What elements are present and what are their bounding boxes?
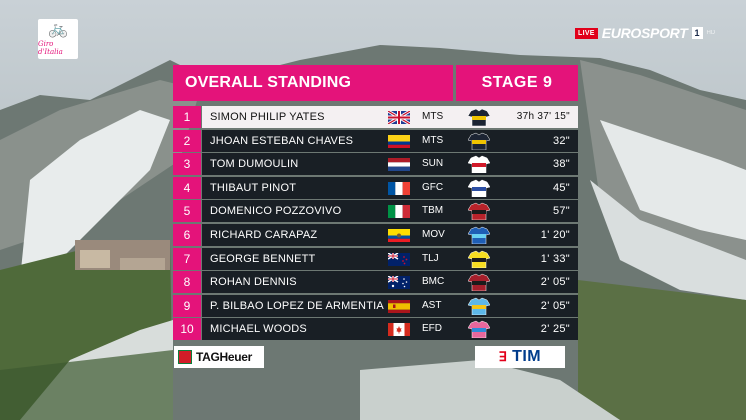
tbm-jersey-icon <box>467 202 491 221</box>
standing-row: 10 MICHAEL WOODS EFD 2' 25" <box>173 318 578 341</box>
tim-mark-icon: ꓱ <box>498 349 508 364</box>
time-gap: 45" <box>552 181 570 194</box>
team-code: TLJ <box>422 252 439 264</box>
ec-flag <box>388 228 410 242</box>
team-code: MTS <box>422 134 444 146</box>
nl-flag <box>388 158 410 172</box>
leader-jersey-icon <box>467 108 491 127</box>
rank-number: 3 <box>173 153 201 176</box>
team-code: MOV <box>422 228 445 240</box>
team-code: BMC <box>422 276 445 288</box>
row-body: JHOAN ESTEBAN CHAVES MTS 32" <box>202 129 578 152</box>
es-flag <box>388 299 410 313</box>
time-gap: 2' 25" <box>540 323 570 336</box>
fr-flag <box>388 181 410 195</box>
tagheuer-sponsor: TAGHeuer <box>174 346 264 368</box>
tim-sponsor: ꓱ TIM <box>475 346 565 368</box>
standing-row: 3 TOM DUMOULIN SUN 38" <box>173 153 578 176</box>
row-body: RICHARD CARAPAZ MOV 1' 20" <box>202 223 578 246</box>
row-body: TOM DUMOULIN SUN 38" <box>202 153 578 176</box>
time-gap: 32" <box>552 134 570 147</box>
mts-jersey-icon <box>467 132 491 150</box>
tagheuer-mark-icon <box>178 350 192 364</box>
it-flag <box>388 205 410 219</box>
standing-row: 8 ROHAN DENNIS BMC 2' 05" <box>173 271 578 294</box>
tlj-jersey-icon <box>467 250 491 268</box>
ast-jersey-icon <box>467 297 491 315</box>
standing-row: 1 SIMON PHILIP YATES MTS 37h 37' 15" <box>173 106 578 128</box>
mov-jersey-icon <box>467 226 491 245</box>
rank-number: 2 <box>173 129 201 152</box>
channel-number: 1 <box>691 27 703 39</box>
panel-title: OVERALL STANDING <box>173 65 453 101</box>
rider-name: DOMENICO POZZOVIVO <box>210 205 342 218</box>
time-gap: 2' 05" <box>540 276 570 289</box>
broadcaster-logo: LIVE EUROSPORT 1 HD <box>575 25 716 41</box>
efd-jersey-icon <box>467 320 491 339</box>
tagheuer-text: TAGHeuer <box>196 350 253 364</box>
co-flag <box>388 134 410 148</box>
giro-logo: 🚲 Giro d'Italia <box>38 19 78 59</box>
team-code: AST <box>422 299 442 311</box>
rider-name: P. BILBAO LOPEZ DE ARMENTIA <box>210 299 384 312</box>
row-body: ROHAN DENNIS BMC 2' 05" <box>202 271 578 294</box>
bicycle-icon: 🚲 <box>48 21 68 38</box>
overall-standing-panel: OVERALL STANDING STAGE 9 1 SIMON PHILIP Y… <box>173 65 578 345</box>
standing-row: 2 JHOAN ESTEBAN CHAVES MTS 32" <box>173 129 578 152</box>
rank-number: 1 <box>173 106 201 128</box>
rider-name: RICHARD CARAPAZ <box>210 228 318 241</box>
team-code: EFD <box>422 323 442 335</box>
nz-flag <box>388 252 410 266</box>
team-code: SUN <box>422 158 444 170</box>
standings-list: 1 SIMON PHILIP YATES MTS 37h 37' 15" 2 JHOAN … <box>173 106 578 342</box>
rider-name: GEORGE BENNETT <box>210 252 316 265</box>
rider-name: TOM DUMOULIN <box>210 158 299 171</box>
rank-number: 7 <box>173 247 201 270</box>
standing-row: 6 RICHARD CARAPAZ MOV 1' 20" <box>173 223 578 246</box>
time-gap: 1' 20" <box>540 228 570 241</box>
rider-name: MICHAEL WOODS <box>210 323 307 336</box>
time-gap: 2' 05" <box>540 299 570 312</box>
rank-number: 8 <box>173 271 201 294</box>
standing-row: 4 THIBAUT PINOT GFC 45" <box>173 176 578 199</box>
ca-flag <box>388 323 410 337</box>
rider-name: SIMON PHILIP YATES <box>210 111 325 123</box>
stage-label: STAGE 9 <box>456 65 578 101</box>
rank-number: 6 <box>173 223 201 246</box>
hd-label: HD <box>706 30 716 36</box>
row-body: THIBAUT PINOT GFC 45" <box>202 176 578 199</box>
rank-number: 10 <box>173 318 201 341</box>
time-gap: 57" <box>552 205 570 218</box>
row-body: DOMENICO POZZOVIVO TBM 57" <box>202 200 578 223</box>
time-gap: 38" <box>552 158 570 171</box>
sun-jersey-icon <box>467 155 491 174</box>
standing-row: 5 DOMENICO POZZOVIVO TBM 57" <box>173 200 578 223</box>
rank-number: 4 <box>173 176 201 199</box>
rank-number: 9 <box>173 294 201 317</box>
rider-name: JHOAN ESTEBAN CHAVES <box>210 134 354 147</box>
time-gap: 37h 37' 15" <box>516 111 570 122</box>
gb-flag <box>388 111 410 124</box>
giro-logo-text: Giro d'Italia <box>38 40 63 56</box>
row-body: MICHAEL WOODS EFD 2' 25" <box>202 318 578 341</box>
au-flag <box>388 276 410 290</box>
team-code: TBM <box>422 205 444 217</box>
rider-name: THIBAUT PINOT <box>210 181 297 194</box>
bmc-jersey-icon <box>467 273 491 292</box>
team-code: MTS <box>422 111 444 122</box>
tim-text: TIM <box>512 348 542 365</box>
gfc-jersey-icon <box>467 179 491 198</box>
eurosport-logo: EUROSPORT <box>601 25 688 41</box>
rider-name: ROHAN DENNIS <box>210 276 297 289</box>
team-code: GFC <box>422 181 444 193</box>
row-body: P. BILBAO LOPEZ DE ARMENTIA AST 2' 05" <box>202 294 578 317</box>
standing-row: 7 GEORGE BENNETT TLJ 1' 33" <box>173 247 578 270</box>
standing-row: 9 P. BILBAO LOPEZ DE ARMENTIA AST 2' 05" <box>173 294 578 317</box>
row-body: GEORGE BENNETT TLJ 1' 33" <box>202 247 578 270</box>
row-body: SIMON PHILIP YATES MTS 37h 37' 15" <box>202 106 578 128</box>
live-badge: LIVE <box>575 27 598 39</box>
rank-number: 5 <box>173 200 201 223</box>
time-gap: 1' 33" <box>540 252 570 265</box>
